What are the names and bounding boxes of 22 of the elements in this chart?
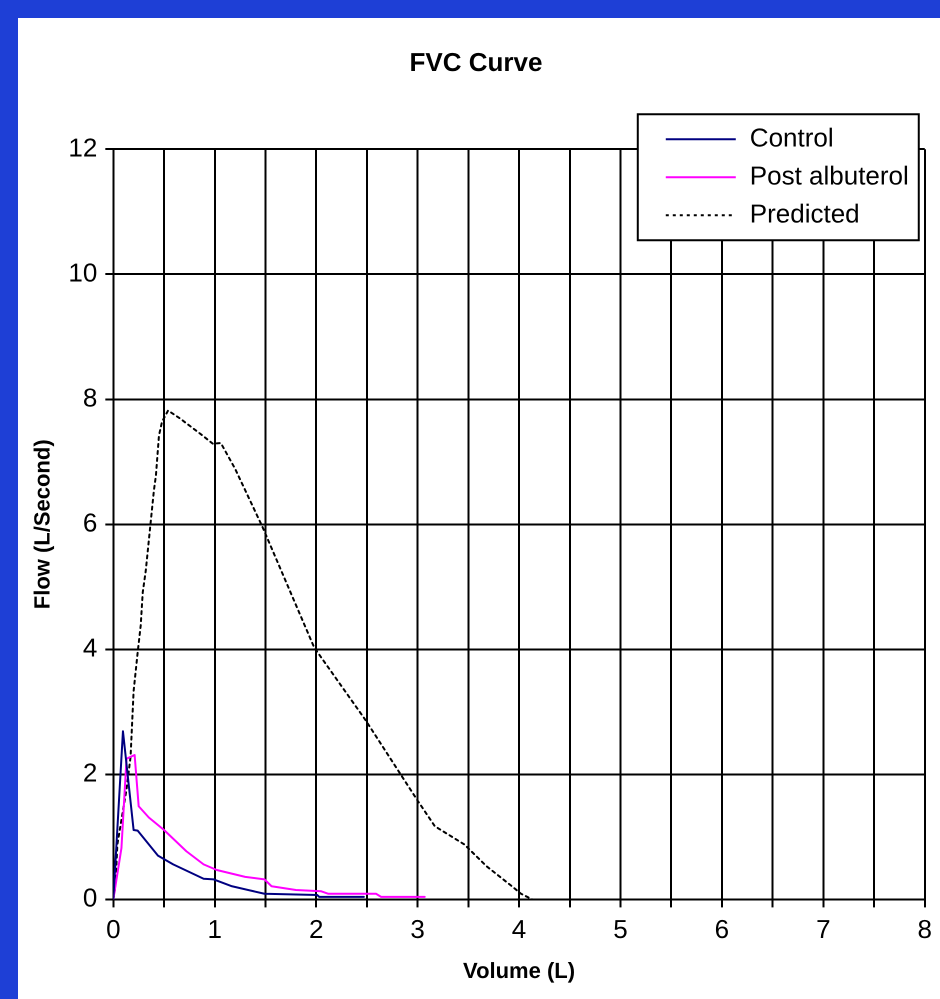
y-tick-label: 12 — [68, 132, 98, 162]
y-tick-label: 8 — [82, 382, 98, 412]
y-tick-label: 0 — [82, 882, 98, 913]
y-tick-label: 4 — [82, 632, 98, 663]
x-tick-label: 5 — [613, 914, 628, 944]
legend-label: Post albuterol — [750, 160, 909, 190]
x-tick-label: 8 — [918, 914, 932, 944]
y-tick-label: 10 — [68, 257, 98, 288]
x-axis-title: Volume (L) — [463, 958, 576, 983]
x-tick-label: 1 — [208, 914, 222, 944]
legend-label: Predicted — [750, 198, 860, 228]
x-tick-label: 2 — [308, 914, 324, 944]
chart-title: FVC Curve — [410, 46, 542, 77]
legend-label: Control — [750, 122, 834, 152]
y-tick-label: 2 — [82, 758, 98, 788]
x-tick-label: 6 — [714, 914, 730, 944]
x-tick-label: 4 — [512, 914, 526, 944]
y-axis-title: Flow (L/Second) — [29, 439, 54, 610]
x-tick-label: 7 — [816, 914, 831, 944]
x-tick-label: 3 — [410, 914, 425, 944]
y-tick-label: 6 — [82, 507, 98, 538]
x-tick-label: 0 — [106, 914, 121, 944]
